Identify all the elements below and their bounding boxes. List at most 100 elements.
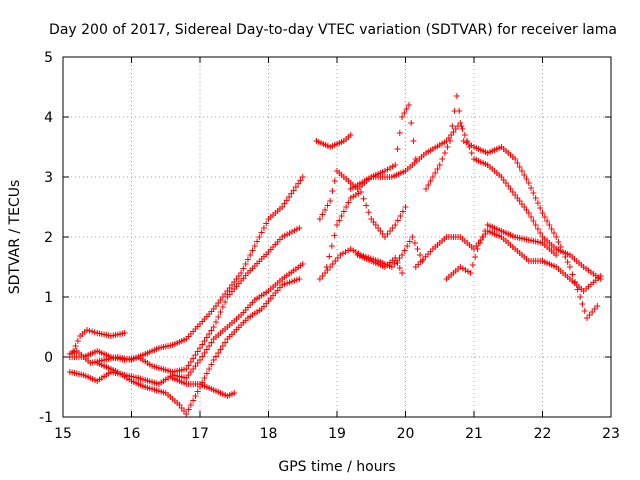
- x-tick-label: 15: [54, 426, 72, 442]
- data-point: [512, 156, 519, 162]
- data-point: [299, 261, 306, 267]
- y-tick-label: 2: [44, 230, 53, 246]
- data-point: [83, 327, 90, 333]
- data-point: [434, 166, 441, 172]
- y-tick-label: 3: [44, 170, 53, 186]
- data-point: [240, 265, 247, 272]
- y-tick-label: 1: [44, 290, 53, 306]
- chart-title: Day 200 of 2017, Sidereal Day-to-day VTE…: [49, 22, 617, 38]
- data-point: [530, 218, 537, 224]
- data-point: [403, 106, 410, 112]
- data-point: [334, 222, 340, 228]
- data-point: [331, 178, 338, 184]
- data-point: [467, 270, 474, 276]
- data-point: [476, 240, 483, 246]
- data-point: [194, 348, 201, 355]
- data-point: [324, 267, 331, 273]
- data-point: [439, 156, 446, 162]
- data-point: [283, 197, 290, 204]
- data-point: [537, 205, 544, 211]
- data-point: [528, 214, 535, 220]
- x-tick-label: 19: [328, 426, 346, 442]
- data-point: [201, 350, 208, 356]
- data-point: [392, 162, 399, 168]
- data-point: [432, 170, 439, 176]
- data-point: [532, 195, 539, 201]
- data-point: [244, 256, 251, 263]
- y-tick-label: 4: [44, 110, 53, 126]
- data-point: [254, 238, 261, 245]
- data-point: [256, 234, 263, 240]
- data-point: [436, 162, 443, 168]
- data-point: [427, 178, 434, 184]
- data-point: [444, 144, 451, 150]
- data-point: [212, 353, 219, 360]
- series-arc-6: [169, 375, 238, 399]
- data-point: [555, 239, 562, 245]
- data-point: [417, 252, 424, 258]
- data-point: [197, 345, 203, 351]
- data-point: [597, 273, 604, 279]
- x-tick-label: 18: [260, 426, 278, 442]
- data-point: [396, 265, 403, 271]
- data-point: [402, 204, 409, 210]
- data-point: [215, 314, 222, 320]
- data-point: [212, 319, 219, 325]
- series-arc-7: [313, 132, 354, 150]
- data-point: [406, 238, 413, 245]
- data-point: [560, 249, 567, 255]
- data-point: [187, 359, 194, 365]
- data-point: [392, 255, 399, 261]
- data-point: [546, 222, 553, 228]
- data-point: [299, 174, 306, 180]
- data-point: [247, 252, 254, 258]
- data-point: [514, 160, 521, 166]
- data-point: [215, 350, 222, 356]
- data-point: [456, 108, 463, 114]
- data-point: [323, 264, 330, 270]
- data-point: [219, 343, 226, 349]
- data-point: [338, 213, 345, 219]
- data-point: [319, 273, 326, 279]
- data-point: [569, 271, 576, 278]
- series-arc-3: [66, 225, 303, 375]
- data-point: [322, 270, 329, 276]
- data-point: [336, 217, 343, 224]
- data-point: [525, 210, 532, 216]
- data-point: [222, 299, 229, 305]
- series-arc-13: [423, 93, 601, 321]
- data-point: [322, 207, 329, 213]
- data-point: [472, 254, 479, 260]
- data-point: [281, 200, 288, 207]
- data-point: [340, 208, 347, 215]
- data-point: [194, 388, 201, 395]
- data-point: [201, 375, 208, 381]
- data-point: [72, 343, 79, 349]
- data-point: [530, 190, 537, 196]
- data-point: [260, 225, 267, 231]
- data-point: [392, 222, 399, 228]
- data-point: [86, 327, 93, 334]
- data-point: [185, 406, 192, 413]
- data-point: [461, 132, 468, 138]
- data-point: [210, 357, 217, 363]
- data-point: [185, 362, 192, 369]
- data-point: [525, 180, 532, 186]
- series-arc-2: [66, 174, 306, 366]
- data-point: [414, 246, 421, 252]
- data-point: [290, 187, 297, 194]
- data-point: [523, 176, 530, 182]
- data-point: [411, 240, 418, 246]
- series-arc-11: [354, 252, 406, 276]
- data-point: [521, 172, 528, 178]
- data-point: [91, 329, 98, 336]
- x-tick-label: 16: [123, 426, 141, 442]
- data-point: [217, 309, 224, 315]
- y-tick-label: 0: [44, 350, 53, 366]
- data-point: [319, 211, 326, 218]
- data-point: [528, 185, 535, 191]
- data-point: [408, 120, 415, 126]
- y-tick-label: -1: [39, 410, 53, 426]
- data-point: [577, 294, 584, 300]
